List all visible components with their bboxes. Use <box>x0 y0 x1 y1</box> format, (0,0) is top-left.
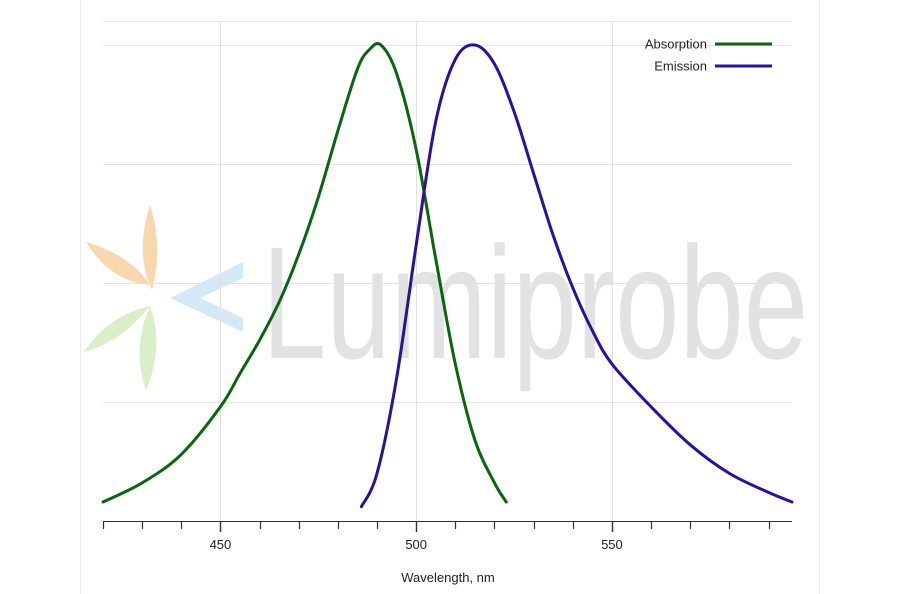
logo-ray-green-left <box>84 306 150 352</box>
series-line-absorption <box>101 42 508 504</box>
legend: Absorption Emission <box>645 37 772 74</box>
logo-ray-green-bottom <box>139 306 157 390</box>
series-layer <box>101 42 794 509</box>
x-tick-label: 500 <box>405 537 427 552</box>
series-line-emission <box>359 43 794 509</box>
legend-label-emission: Emission <box>654 59 707 74</box>
x-tick-label: 450 <box>210 537 232 552</box>
logo-wordmark: Lumiprobe <box>262 213 808 392</box>
legend-label-absorption: Absorption <box>645 37 707 52</box>
x-axis: 450 500 550 Wavelength, nm <box>102 521 792 585</box>
chart-frame <box>80 0 820 594</box>
lumiprobe-watermark: Lumiprobe <box>84 205 808 392</box>
x-tick-label: 550 <box>601 537 623 552</box>
logo-ray-orange-left <box>86 242 150 285</box>
logo-ray-orange-top <box>142 205 158 290</box>
logo-ray-blue <box>170 262 243 332</box>
x-axis-title: Wavelength, nm <box>401 570 494 585</box>
